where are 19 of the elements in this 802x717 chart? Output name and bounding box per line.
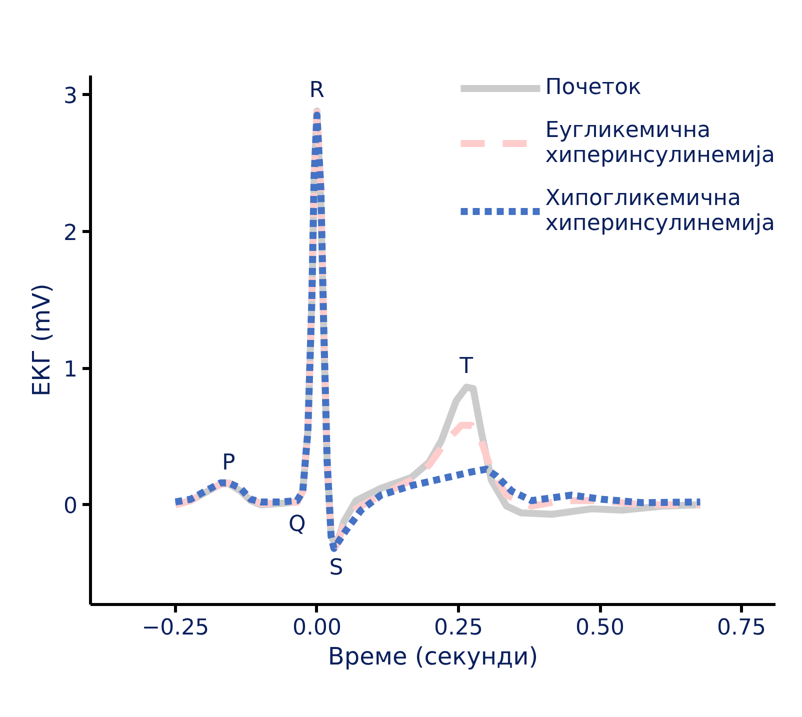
annotation: P (222, 450, 236, 476)
annotation: R (309, 78, 325, 104)
y-tick-label: 1 (64, 358, 78, 383)
legend-label: Почеток (545, 75, 642, 100)
y-axis-title: ЕКГ (mV) (28, 283, 56, 396)
x-tick-label: 0.00 (292, 616, 342, 640)
legend-label: Еугликемична хиперинсулинемија (545, 118, 775, 168)
annotation: Q (288, 512, 306, 537)
y-tick-label: 3 (64, 84, 78, 110)
x-axis-title: Време (секунди) (328, 642, 538, 670)
x-tick-label: 0.50 (576, 616, 624, 640)
legend-label: Хипогликемична хиперинсулинемија (545, 186, 775, 236)
y-tick-label: 0 (64, 494, 78, 520)
x-tick-label: −0.25 (142, 616, 210, 640)
annotation: S (329, 556, 344, 581)
x-tick-label: 0.25 (434, 616, 483, 640)
annotation: T (458, 354, 474, 380)
y-tick-label: 2 (64, 220, 78, 246)
x-tick-label: 0.75 (717, 616, 766, 640)
